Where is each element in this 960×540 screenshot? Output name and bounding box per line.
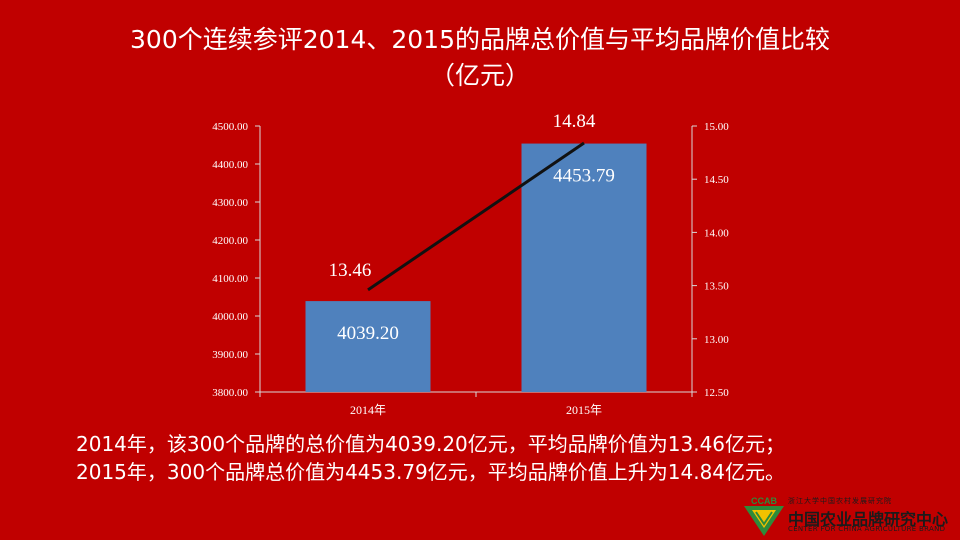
y-tick-left-label: 4000.00 — [212, 311, 248, 323]
chart-title-line2: （亿元） — [429, 61, 530, 90]
summary-line-2014: 2014年，该300个品牌的总价值为4039.20亿元，平均品牌价值为13.46… — [76, 432, 786, 456]
line-data-label: 14.84 — [553, 111, 596, 132]
y-tick-right-label: 13.00 — [704, 334, 729, 346]
bar-data-label: 4453.79 — [553, 166, 615, 187]
avg-value-line — [367, 141, 585, 292]
logo-institute-text: 浙江大学中国农村发展研究院 — [788, 497, 892, 505]
logo-abbr: CCAB — [751, 496, 777, 506]
logo-en-name: CENTER FOR CHINA AGRICULTURE BRAND — [788, 525, 946, 533]
y-tick-left-label: 3800.00 — [212, 387, 248, 399]
y-tick-right-label: 13.50 — [704, 281, 729, 293]
line-data-label: 13.46 — [329, 260, 372, 281]
y-tick-left-label: 4400.00 — [212, 159, 248, 171]
chart-title-line1: 300个连续参评2014、2015的品牌总价值与平均品牌价值比较 — [130, 25, 830, 54]
logo-cn-name: 中国农业品牌研究中心 — [788, 510, 949, 529]
ccab-emblem-icon: CCAB — [744, 496, 784, 536]
x-tick-label: 2014年 — [350, 403, 386, 417]
bar-1 — [521, 143, 647, 392]
y-tick-left-label: 4200.00 — [212, 235, 248, 247]
y-tick-right-label: 12.50 — [704, 387, 729, 399]
y-tick-right-label: 15.00 — [704, 121, 729, 133]
bar-data-label: 4039.20 — [337, 323, 399, 344]
bar-0 — [305, 301, 431, 392]
y-tick-left-label: 4500.00 — [212, 121, 248, 133]
y-tick-left-label: 4100.00 — [212, 273, 248, 285]
summary-line-2015: 2015年，300个品牌总价值为4453.79亿元，平均品牌价值上升为14.84… — [76, 460, 786, 484]
chart-title: 300个连续参评2014、2015的品牌总价值与平均品牌价值比较 （亿元） — [0, 22, 960, 94]
y-tick-left-label: 4300.00 — [212, 197, 248, 209]
y-tick-right-label: 14.00 — [704, 227, 729, 239]
y-tick-left-label: 3900.00 — [212, 349, 248, 361]
ccab-logo: CCAB 浙江大学中国农村发展研究院 中国农业品牌研究中心 CENTER FOR… — [740, 494, 955, 538]
y-tick-right-label: 14.50 — [704, 174, 729, 186]
summary-text: 2014年，该300个品牌的总价值为4039.20亿元，平均品牌价值为13.46… — [76, 430, 936, 486]
x-tick-label: 2015年 — [566, 403, 602, 417]
